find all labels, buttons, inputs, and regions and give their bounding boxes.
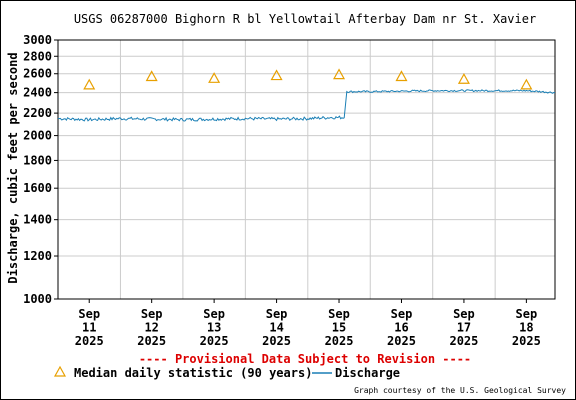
x-tick-label: 2025 [325,334,354,348]
x-tick-label: Sep [78,307,100,321]
y-tick-label: 2800 [23,49,52,63]
x-tick-label: Sep [328,307,350,321]
y-tick-label: 2600 [23,67,52,81]
x-tick-label: 12 [144,321,158,335]
y-tick-label: 2400 [23,86,52,100]
x-tick-label: 18 [519,321,533,335]
median-point [395,70,408,82]
x-tick-label: Sep [266,307,288,321]
x-tick-label: Sep [141,307,163,321]
credit-text: Graph courtesy of the U.S. Geological Su… [354,386,566,395]
x-tick-label: 14 [269,321,283,335]
grid [57,39,556,300]
x-tick-label: 2025 [387,334,416,348]
plot-background [58,40,555,299]
x-tick-label: Sep [203,307,225,321]
plot-area [57,68,556,122]
x-tick-label: Sep [453,307,475,321]
discharge-series-line [57,89,556,122]
x-tick-label: 2025 [262,334,291,348]
x-tick-label: 2025 [75,334,104,348]
y-axis-ticks: 1000 1200 1400 1600 1800 2000 2200 2400 2600 2800… [23,33,58,306]
y-tick-label: 2000 [23,129,52,143]
median-point [83,78,96,90]
median-point [333,68,346,80]
y-tick-label: 3000 [23,33,52,47]
x-tick-label: Sep [516,307,538,321]
y-tick-label: 1000 [23,292,52,306]
y-tick-label: 1600 [23,181,52,195]
x-tick-label: 2025 [200,334,229,348]
chart-title: USGS 06287000 Bighorn R bl Yellowtail Af… [74,12,536,26]
median-point [520,78,533,90]
median-point [457,73,470,84]
legend: Median daily statistic (90 years) Discha… [53,365,400,380]
x-tick-label: 16 [394,321,408,335]
median-point [145,70,158,82]
median-point [270,69,283,81]
x-tick-label: 11 [82,321,96,335]
y-axis-label: Discharge, cubic feet per second [6,52,20,283]
plot-frame [57,39,556,300]
x-tick-label: 2025 [512,334,541,348]
x-tick-label: Sep [391,307,413,321]
legend-median-marker [53,365,67,377]
x-tick-label: 2025 [449,334,478,348]
legend-median-label: Median daily statistic (90 years) [74,366,312,380]
legend-discharge-label: Discharge [335,366,400,380]
x-axis-ticks: Sep112025Sep122025Sep132025Sep142025Sep1… [75,299,541,348]
x-tick-label: 15 [332,321,346,335]
y-tick-label: 1200 [23,249,52,263]
x-tick-label: 17 [457,321,471,335]
x-tick-label: 2025 [137,334,166,348]
provisional-note: ---- Provisional Data Subject to Revisio… [139,352,471,366]
y-tick-label: 1400 [23,213,52,227]
x-tick-label: 13 [207,321,221,335]
y-tick-label: 2200 [23,106,52,120]
y-tick-label: 1800 [23,153,52,167]
median-point [208,72,221,83]
